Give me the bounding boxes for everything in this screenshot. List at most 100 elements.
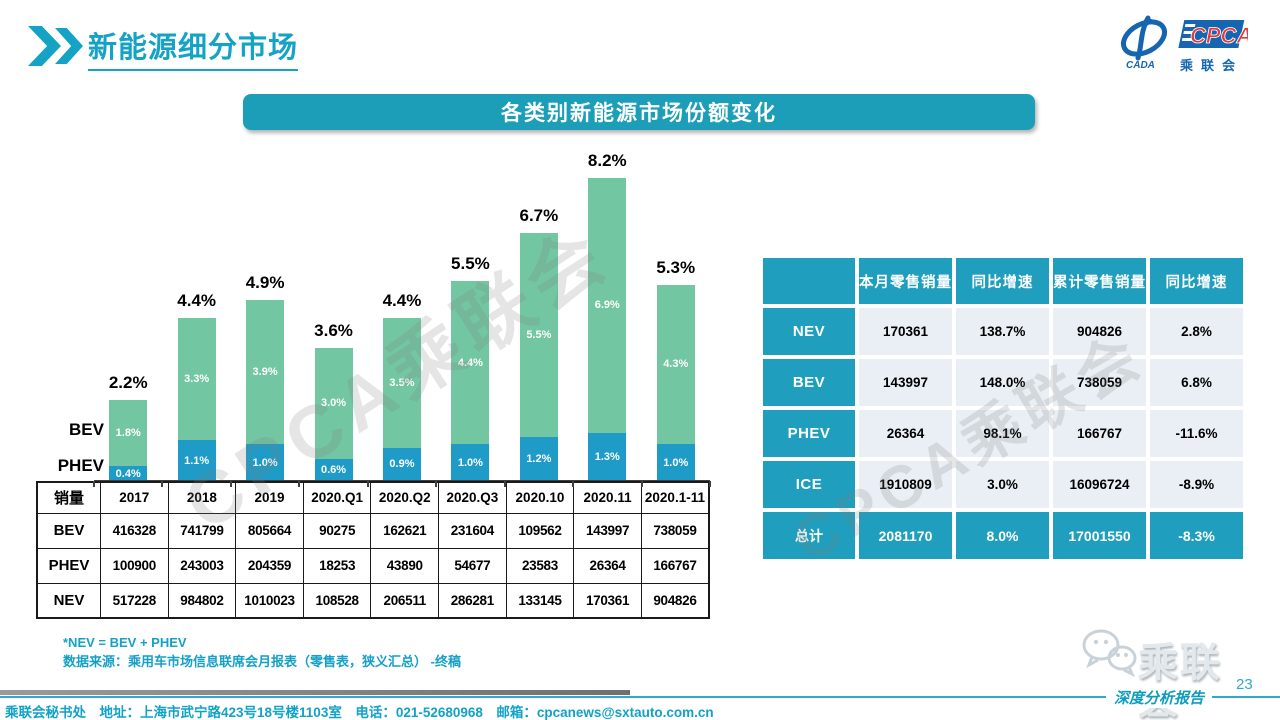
sales-table-value-cell: 984802: [167, 582, 237, 619]
wechat-branding: 乘联会: [1080, 624, 1250, 720]
bar-segment-phev: 1.0%: [656, 444, 695, 481]
svg-text:乘联会: 乘联会: [1179, 58, 1243, 73]
bev-value-label: 4.3%: [663, 358, 689, 371]
summary-table-value-cell: 6.8%: [1150, 359, 1243, 406]
nev-share-chart: BEV PHEV 0.4% 1.8% 2.2% 1.1% 3.3% 4.4% 1.0% 3.9…: [36, 140, 711, 487]
bar-segment-bev: 5.5%: [519, 233, 558, 437]
total-value-label: 5.5%: [451, 254, 490, 274]
sales-table-value-cell: 904826: [640, 582, 710, 619]
phev-value-label: 1.0%: [663, 456, 689, 469]
cpca-wordmark: [1178, 20, 1245, 48]
summary-table-value-cell: 143997: [859, 359, 952, 406]
sales-table-corner-cell: 销量: [36, 481, 101, 514]
bar-segment-bev: 3.5%: [382, 318, 421, 448]
bar-segment-phev: 0.9%: [382, 447, 421, 481]
bar-segment-bev: 4.4%: [451, 281, 490, 444]
bar-segment-phev: 1.0%: [451, 444, 490, 481]
sales-table-value-cell: 243003: [167, 547, 237, 584]
total-value-label: 8.2%: [587, 150, 627, 170]
sales-table-value-cell: 100900: [100, 547, 169, 584]
summary-table-value-cell: -8.3%: [1150, 512, 1243, 559]
sales-table-value-cell: 286281: [438, 582, 507, 619]
bar-segment-phev: 1.0%: [246, 444, 285, 481]
svg-text:CPCA: CPCA: [1190, 23, 1248, 48]
bev-value-label: 3.0%: [320, 397, 347, 410]
sales-table-row: NEV 517228 984802 1010023 108528 206511 286281…: [36, 582, 710, 619]
bev-value-label: 3.9%: [252, 365, 278, 378]
summary-table-value-cell: 8.0%: [956, 512, 1049, 559]
sales-table-value-cell: 416328: [100, 512, 169, 549]
bar-segment-phev: 0.6%: [314, 458, 353, 481]
sales-table-value-cell: 206511: [370, 582, 440, 619]
axis-tick: [229, 481, 232, 487]
summary-table-value-cell: 16096724: [1053, 461, 1146, 508]
sales-table-value-cell: 18253: [302, 547, 372, 584]
axis-tick: [572, 481, 575, 487]
sales-table-value-cell: 26364: [573, 547, 642, 584]
bar-segment-bev: 1.8%: [109, 399, 148, 467]
svg-text:CADA: CADA: [1126, 60, 1155, 71]
sales-table-value-cell: 109562: [505, 512, 575, 549]
total-value-label: 2.2%: [108, 372, 148, 392]
summary-table-row-label: 总计: [763, 512, 855, 559]
summary-table-value-cell: 3.0%: [956, 461, 1049, 508]
bar-segment-bev: 3.3%: [177, 318, 216, 441]
summary-table-value-cell: 2081170: [859, 512, 952, 559]
report-type-label: 深度分析报告: [1106, 687, 1213, 708]
bar-segment-bev: 3.9%: [246, 299, 285, 444]
summary-table-value-cell: 138.7%: [956, 308, 1049, 355]
summary-table-header-cell: 本月零售销量: [859, 258, 952, 304]
summary-table-value-cell: 26364: [859, 410, 952, 457]
note-nev-definition: *NEV = BEV + PHEV: [63, 635, 187, 650]
sales-table-column-header: 2020.Q2: [370, 481, 440, 514]
source-notes: *NEV = BEV + PHEV 数据来源：乘用车市场信息联席会月报表（零售表…: [63, 633, 461, 671]
sales-table-value-cell: 54677: [438, 547, 507, 584]
axis-tick: [366, 481, 369, 487]
total-value-label: 3.6%: [314, 320, 353, 340]
sales-table-value-cell: 162621: [370, 512, 440, 549]
sales-table-value-cell: 517228: [100, 582, 169, 619]
sales-table-value-cell: 170361: [573, 582, 642, 619]
sales-table-column-header: 2020.10: [505, 481, 575, 514]
sales-table-column-header: 2019: [235, 481, 304, 514]
total-value-label: 4.4%: [177, 291, 217, 311]
phev-value-label: 0.6%: [320, 463, 347, 476]
sales-table-row-label: NEV: [36, 582, 101, 619]
phev-value-label: 1.2%: [526, 452, 552, 465]
note-data-source: 数据来源：乘用车市场信息联席会月报表（零售表，狭义汇总） -终稿: [63, 654, 461, 669]
sales-table-value-cell: 90275: [302, 512, 372, 549]
axis-tick: [161, 481, 164, 487]
summary-table-header-cell: 累计零售销量: [1053, 258, 1146, 304]
sales-table-column-header: 2020.Q3: [438, 481, 507, 514]
phev-value-label: 0.4%: [115, 467, 141, 480]
summary-table-row-label: PHEV: [763, 410, 855, 457]
bev-value-label: 4.4%: [457, 356, 483, 369]
sales-table-value-cell: 43890: [370, 547, 440, 584]
sales-table: 销量 2017 2018 2019 2020.Q1 2020.Q2 2020.Q3 2020.…: [36, 481, 710, 619]
sales-table-column-header: 2018: [167, 481, 237, 514]
sales-table-column-header: 2020.11: [573, 481, 642, 514]
summary-table-value-cell: 148.0%: [956, 359, 1049, 406]
legend-bev-label: BEV: [69, 420, 104, 439]
bar-segment-bev: 3.0%: [314, 347, 353, 459]
axis-tick: [640, 481, 643, 487]
summary-table-value-cell: 166767: [1053, 410, 1146, 457]
sales-table-value-cell: 23583: [505, 547, 575, 584]
summary-table-value-cell: 17001550: [1053, 512, 1146, 559]
footer-gray-bar: [0, 690, 630, 695]
sales-table-row-label: PHEV: [36, 547, 101, 584]
chart-title: 各类别新能源市场份额变化: [501, 102, 777, 125]
summary-table-value-cell: 98.1%: [956, 410, 1049, 457]
sales-table-value-cell: 133145: [505, 582, 575, 619]
total-value-label: 4.9%: [245, 272, 285, 292]
sales-table-value-cell: 143997: [573, 512, 642, 549]
page-number: 23: [1236, 676, 1253, 693]
summary-table-header-cell: 同比增速: [956, 258, 1049, 304]
axis-tick: [435, 481, 438, 487]
summary-table-value-cell: 170361: [859, 308, 952, 355]
summary-table-value-cell: 1910809: [859, 461, 952, 508]
bar-segment-phev: 0.4%: [109, 466, 148, 481]
chart-title-banner: 各类别新能源市场份额变化: [243, 94, 1035, 130]
cpca-logo-graphic: CADA CPCA 乘联会: [1120, 15, 1253, 73]
bev-value-label: 6.9%: [594, 299, 620, 312]
